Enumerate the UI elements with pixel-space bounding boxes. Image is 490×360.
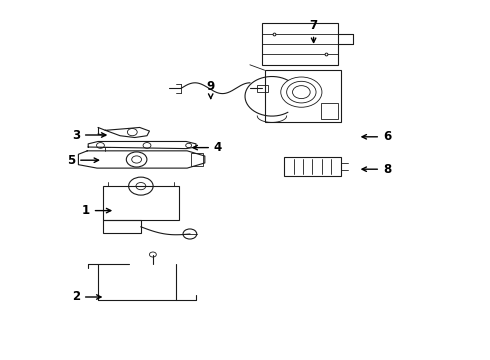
- Text: 5: 5: [67, 154, 98, 167]
- Text: 9: 9: [207, 80, 215, 99]
- Text: 7: 7: [310, 19, 318, 42]
- Bar: [103, 220, 141, 233]
- Bar: [262, 23, 338, 65]
- Text: 2: 2: [72, 291, 101, 303]
- Bar: [103, 186, 179, 220]
- Text: 1: 1: [82, 204, 111, 217]
- Bar: [257, 85, 268, 92]
- Text: 4: 4: [193, 141, 222, 154]
- Bar: [265, 70, 341, 122]
- Text: 6: 6: [362, 130, 391, 143]
- Text: 3: 3: [72, 129, 106, 141]
- Text: 8: 8: [362, 163, 391, 176]
- Circle shape: [183, 229, 196, 239]
- Bar: [191, 153, 203, 166]
- Bar: [284, 157, 341, 176]
- Bar: [321, 103, 338, 119]
